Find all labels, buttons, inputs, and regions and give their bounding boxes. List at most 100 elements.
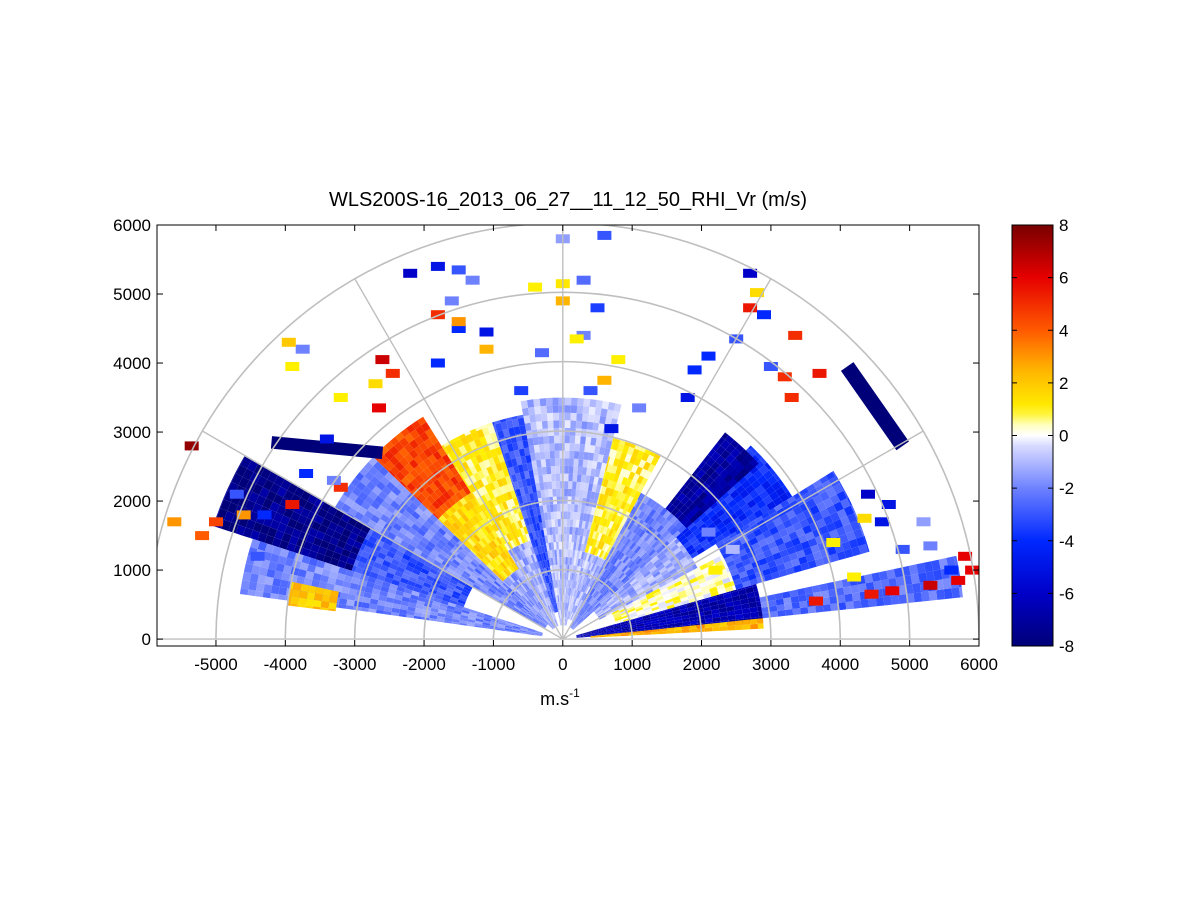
x-tick-label: -4000	[264, 655, 307, 674]
velocity-cell	[432, 469, 442, 480]
velocity-cell	[608, 573, 615, 582]
velocity-cell	[577, 504, 582, 513]
velocity-cell	[371, 588, 381, 596]
velocity-cell	[355, 481, 366, 492]
velocity-cell	[527, 590, 533, 598]
velocity-cell	[507, 601, 515, 607]
velocity-cell	[440, 503, 449, 512]
velocity-cell	[724, 597, 733, 604]
velocity-cell	[575, 573, 580, 582]
velocity-cell	[516, 579, 523, 587]
velocity-cell	[638, 577, 647, 585]
velocity-cell	[350, 477, 360, 487]
velocity-cell	[515, 504, 522, 513]
velocity-cell	[519, 631, 528, 634]
velocity-sector	[584, 438, 661, 560]
velocity-cell	[610, 465, 618, 474]
velocity-cell	[665, 577, 674, 584]
velocity-cell	[349, 582, 359, 590]
velocity-cell	[255, 582, 265, 592]
velocity-cell	[875, 597, 885, 607]
velocity-cell	[412, 498, 422, 508]
velocity-cell	[605, 562, 612, 571]
velocity-cell	[505, 567, 512, 576]
velocity-cell	[487, 575, 496, 583]
velocity-cell	[449, 524, 458, 534]
velocity-cell	[673, 537, 678, 542]
velocity-cell	[596, 524, 603, 533]
velocity-cell	[536, 602, 542, 610]
velocity-cell	[629, 611, 637, 617]
velocity-cell	[565, 587, 568, 596]
velocity-cell	[746, 499, 757, 509]
velocity-cell	[547, 590, 551, 599]
velocity-cell	[583, 552, 588, 561]
velocity-cell	[572, 624, 579, 630]
velocity-cell	[370, 476, 381, 486]
velocity-cell	[563, 602, 565, 611]
velocity-cell	[571, 588, 575, 596]
velocity-cell	[664, 608, 672, 612]
velocity-cell	[609, 575, 617, 583]
velocity-cell	[754, 459, 765, 470]
velocity-cell	[446, 488, 456, 498]
velocity-cell	[491, 616, 500, 621]
velocity-cell	[607, 529, 614, 538]
velocity-cell	[546, 614, 551, 622]
velocity-cell	[581, 560, 586, 569]
velocity-cell	[480, 424, 488, 429]
velocity-cell	[535, 631, 543, 635]
velocity-cell	[571, 597, 575, 605]
velocity-cell	[520, 535, 526, 544]
x-tick-label: -3000	[333, 655, 376, 674]
velocity-cell	[522, 463, 529, 472]
velocity-cell	[365, 533, 371, 541]
velocity-cell	[580, 575, 585, 584]
velocity-cell	[592, 547, 598, 556]
velocity-cell	[689, 616, 698, 622]
velocity-cell	[553, 604, 557, 613]
velocity-cell	[543, 576, 547, 584]
velocity-cell	[582, 584, 587, 593]
velocity-cell	[550, 621, 556, 628]
velocity-cell	[517, 536, 523, 545]
velocity-cell	[457, 599, 466, 605]
velocity-cell	[727, 610, 736, 616]
velocity-cell	[619, 563, 627, 571]
velocity-cell	[634, 545, 642, 554]
velocity-cell	[399, 604, 409, 611]
velocity-cell	[493, 538, 500, 547]
velocity-cell	[475, 554, 482, 561]
velocity-cell	[944, 565, 959, 575]
velocity-cell	[484, 510, 492, 519]
velocity-cell	[400, 577, 409, 585]
velocity-cell	[268, 561, 278, 571]
velocity-cell	[600, 602, 608, 609]
velocity-cell	[530, 546, 535, 555]
velocity-cell	[712, 556, 722, 564]
velocity-cell	[478, 563, 486, 571]
velocity-cell	[526, 600, 533, 608]
velocity-cell	[505, 417, 512, 422]
velocity-cell	[459, 622, 467, 626]
velocity-cell	[709, 586, 718, 593]
velocity-cell	[319, 434, 334, 444]
velocity-cell	[632, 564, 640, 573]
velocity-cell	[339, 592, 349, 600]
velocity-cell	[680, 596, 689, 602]
velocity-cell	[644, 560, 652, 567]
velocity-cell	[759, 490, 770, 500]
velocity-cell	[560, 587, 562, 595]
velocity-cell	[330, 590, 339, 598]
velocity-cell	[665, 562, 674, 570]
velocity-cell	[521, 511, 525, 519]
velocity-cell	[698, 491, 708, 501]
velocity-cell	[377, 600, 386, 607]
velocity-cell	[578, 608, 584, 616]
velocity-cell	[321, 568, 331, 577]
velocity-cell	[539, 398, 547, 407]
velocity-cell	[532, 619, 540, 625]
velocity-cell	[665, 502, 673, 511]
velocity-cell	[779, 549, 789, 558]
velocity-cell	[495, 487, 503, 496]
